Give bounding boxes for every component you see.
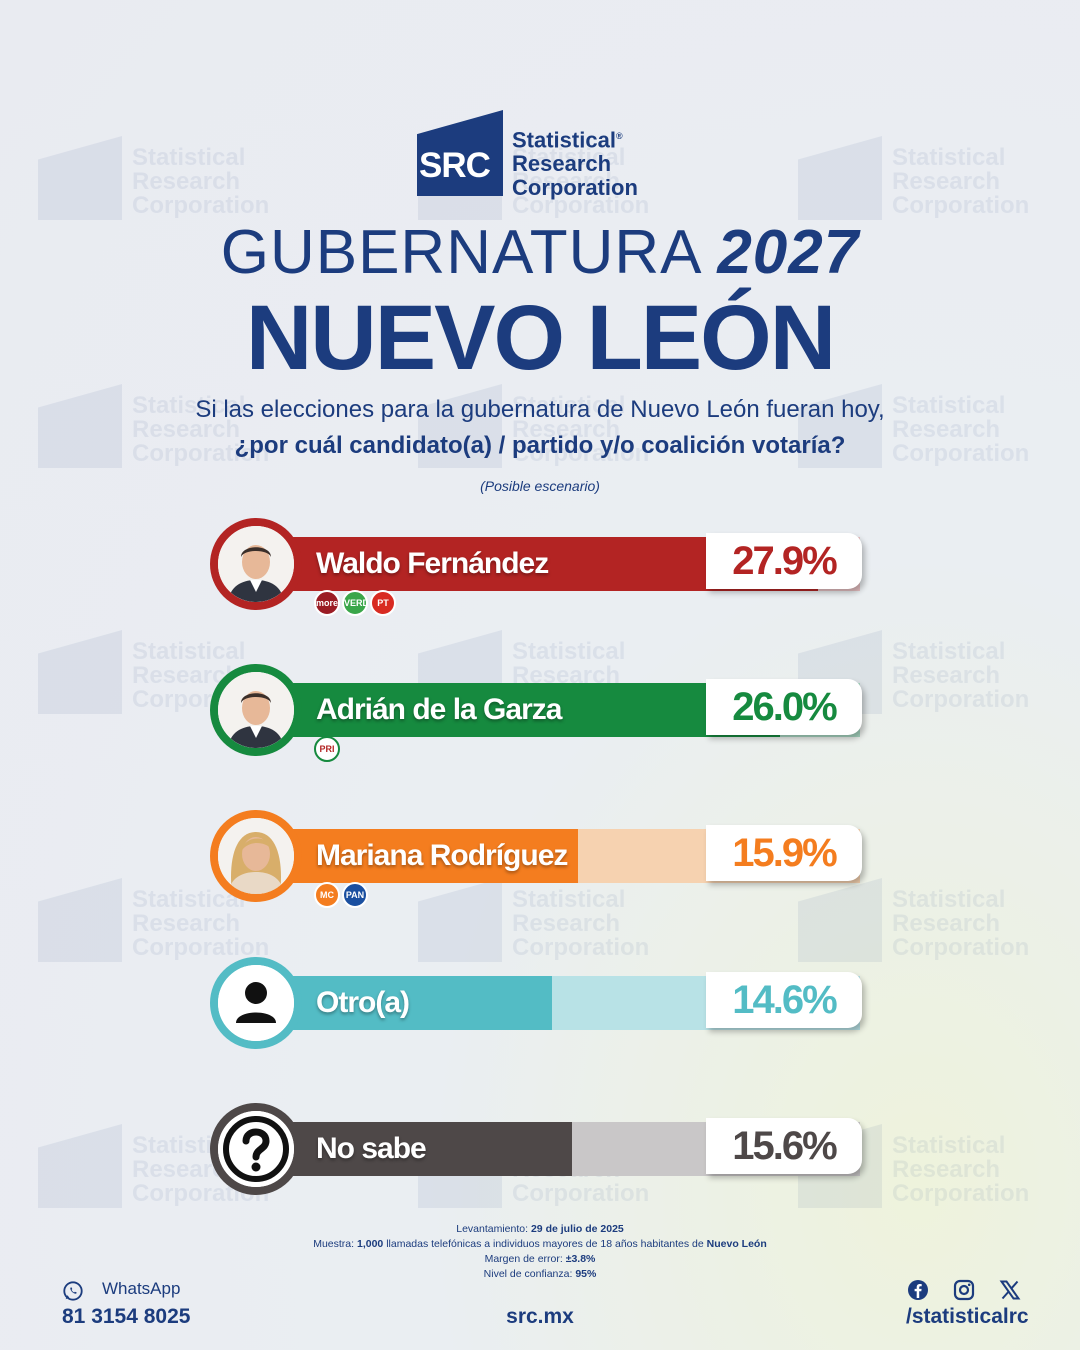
party-logos: MC PAN bbox=[314, 882, 370, 908]
party-logo-icon: PRI bbox=[314, 736, 340, 762]
sample-label: Muestra: bbox=[313, 1238, 355, 1250]
sample-place: Nuevo León bbox=[706, 1238, 767, 1250]
sample-text: llamadas telefónicas a individuos mayore… bbox=[386, 1238, 704, 1250]
candidate-photo bbox=[210, 810, 302, 902]
value-label: 26.0% bbox=[706, 679, 862, 735]
value-label: 14.6% bbox=[706, 972, 862, 1028]
social-handle[interactable]: /statisticalrc bbox=[906, 1305, 1029, 1328]
facebook-icon[interactable] bbox=[906, 1278, 930, 1302]
logo-name-line3: Corporation bbox=[512, 175, 638, 201]
confidence-value: 95% bbox=[575, 1268, 597, 1280]
title-state: NUEVO LEÓN bbox=[245, 287, 836, 389]
logo-mark: SRC bbox=[417, 110, 503, 196]
logo-name: Statistical® Research Corporation bbox=[512, 124, 638, 200]
logo-name-line2: Research bbox=[512, 151, 612, 177]
bar-fill bbox=[260, 683, 780, 737]
instagram-icon[interactable] bbox=[952, 1278, 976, 1302]
party-logos: PRI bbox=[314, 736, 342, 762]
footer-sample: Muestra: 1,000 llamadas telefónicas a in… bbox=[0, 1237, 1080, 1252]
whatsapp-icon bbox=[63, 1281, 83, 1301]
candidate-label: Mariana Rodríguez bbox=[316, 839, 568, 872]
party-logo-icon: VERDE bbox=[342, 590, 368, 616]
chart-row: Otro(a) 14.6% bbox=[210, 957, 870, 1049]
x-icon[interactable] bbox=[998, 1278, 1022, 1302]
party-logo-icon: MC bbox=[314, 882, 340, 908]
value-label: 27.9% bbox=[706, 533, 862, 589]
fieldwork-label: Levantamiento: bbox=[456, 1223, 529, 1235]
title-year: 2027 bbox=[717, 218, 860, 287]
value-label: 15.6% bbox=[706, 1118, 862, 1174]
bar-fill bbox=[260, 1122, 572, 1176]
sample-value: 1,000 bbox=[357, 1238, 384, 1250]
bar-fill bbox=[260, 829, 578, 883]
website-link[interactable]: src.mx bbox=[506, 1305, 574, 1328]
whatsapp-label: WhatsApp bbox=[102, 1279, 181, 1298]
social-icons bbox=[906, 1278, 1026, 1304]
bar-fill bbox=[260, 976, 552, 1030]
chart-row: Mariana Rodríguez 15.9% MC PAN bbox=[210, 810, 870, 908]
person-icon bbox=[210, 957, 302, 1049]
page-title: GUBERNATURA 2027 bbox=[0, 218, 1080, 288]
party-logo-icon: morena bbox=[314, 590, 340, 616]
candidate-label: Waldo Fernández bbox=[316, 547, 549, 580]
logo-name-line1: Statistical bbox=[512, 127, 616, 153]
question-icon bbox=[210, 1103, 302, 1195]
footer-confidence: Nivel de confianza: 95% bbox=[0, 1267, 1080, 1282]
footer-fieldwork: Levantamiento: 29 de julio de 2025 bbox=[0, 1222, 1080, 1237]
whatsapp-number[interactable]: 81 3154 8025 bbox=[62, 1305, 191, 1328]
registered-mark: ® bbox=[615, 131, 623, 141]
candidate-label: Otro(a) bbox=[316, 986, 410, 1019]
party-logo-icon: PT bbox=[370, 590, 396, 616]
footer-error: Margen de error: ±3.8% bbox=[0, 1252, 1080, 1267]
scenario-note: (Posible escenario) bbox=[480, 478, 600, 494]
src-logo: SRC Statistical® Research Corporation bbox=[417, 110, 677, 200]
chart-row: Waldo Fernández 27.9% morenaVERDEPT bbox=[210, 518, 870, 616]
party-logo-icon: PAN bbox=[342, 882, 368, 908]
question-line1: Si las elecciones para la gubernatura de… bbox=[195, 396, 885, 423]
logo-short: SRC bbox=[419, 146, 491, 185]
question-line2: ¿por cuál candidato(a) / partido y/o coa… bbox=[234, 432, 846, 459]
confidence-label: Nivel de confianza: bbox=[483, 1268, 573, 1280]
party-logos: morenaVERDEPT bbox=[314, 590, 398, 616]
value-label: 15.9% bbox=[706, 825, 862, 881]
candidate-label: Adrián de la Garza bbox=[316, 693, 562, 726]
candidate-photo bbox=[210, 664, 302, 756]
chart-row: Adrián de la Garza 26.0% PRI bbox=[210, 664, 870, 762]
error-value: ±3.8% bbox=[565, 1253, 596, 1265]
fieldwork-value: 29 de julio de 2025 bbox=[530, 1223, 624, 1235]
candidate-label: No sabe bbox=[316, 1132, 427, 1165]
candidate-photo bbox=[210, 518, 302, 610]
chart-row: No sabe 15.6% bbox=[210, 1103, 870, 1195]
title-gubernatura: GUBERNATURA bbox=[220, 218, 700, 287]
error-label: Margen de error: bbox=[484, 1253, 563, 1265]
